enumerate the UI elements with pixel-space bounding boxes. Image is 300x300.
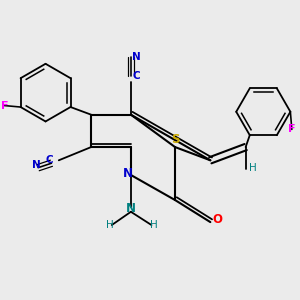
Text: C: C xyxy=(45,155,53,165)
Text: O: O xyxy=(213,213,223,226)
Text: S: S xyxy=(171,133,179,146)
Text: C: C xyxy=(133,71,141,81)
Text: H: H xyxy=(249,163,257,173)
Text: N: N xyxy=(32,160,41,170)
Text: F: F xyxy=(288,124,296,134)
Text: H: H xyxy=(150,220,158,230)
Text: F: F xyxy=(1,100,8,111)
Text: H: H xyxy=(106,220,113,230)
Text: N: N xyxy=(123,167,133,180)
Text: N: N xyxy=(126,202,136,215)
Text: N: N xyxy=(132,52,141,62)
